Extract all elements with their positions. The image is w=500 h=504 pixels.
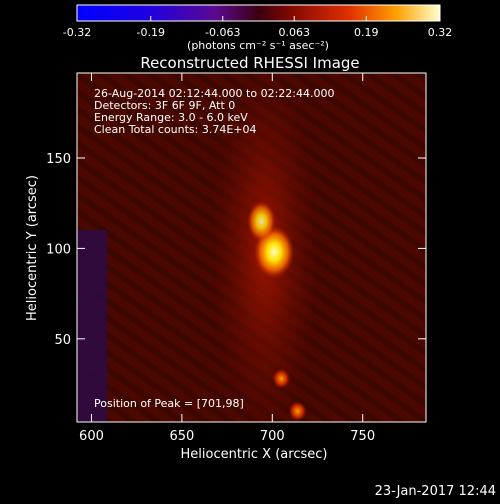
x-axis: 600 650 700 750 <box>79 73 375 444</box>
info-block: 26-Aug-2014 02:12:44.000 to 02:22:44.000… <box>94 87 335 136</box>
colorbar <box>76 4 441 22</box>
emission-features <box>247 201 307 422</box>
info-line: Clean Total counts: 3.74E+04 <box>94 123 257 136</box>
colorbar-units: (photons cm⁻² s⁻¹ asec⁻²) <box>187 39 329 52</box>
emission-source <box>272 368 291 389</box>
dark-edge-region <box>77 230 107 422</box>
colorbar-tick-label: 0.32 <box>428 26 453 39</box>
colorbar-tick-label: -0.19 <box>137 26 165 39</box>
peak-position-label: Position of Peak = [701,98] <box>94 397 244 410</box>
plot-frame <box>76 72 427 423</box>
x-tick-label: 750 <box>350 429 375 444</box>
x-axis-label: Heliocentric X (arcsec) <box>181 447 328 462</box>
y-axis-label: Heliocentric Y (arcsec) <box>25 175 40 321</box>
image-area <box>77 73 426 422</box>
y-tick-label: 100 <box>46 242 71 257</box>
colorbar-tick-label: -0.063 <box>205 26 240 39</box>
info-line: Energy Range: 3.0 - 6.0 keV <box>94 111 248 124</box>
colorbar-tick-label: 0.19 <box>354 26 379 39</box>
colorbar-tick-label: -0.32 <box>63 26 91 39</box>
x-tick-label: 600 <box>79 429 104 444</box>
timestamp: 23-Jan-2017 12:44 <box>375 484 496 499</box>
colorbar-tick-label: 0.063 <box>278 26 310 39</box>
info-line: 26-Aug-2014 02:12:44.000 to 02:22:44.000 <box>94 87 335 100</box>
x-tick-label: 700 <box>260 429 285 444</box>
info-line: Detectors: 3F 6F 9F, Att 0 <box>94 99 235 112</box>
x-tick-label: 650 <box>169 429 194 444</box>
emission-source <box>247 201 276 242</box>
y-tick-label: 50 <box>54 333 71 348</box>
y-axis: 50 100 150 <box>46 152 426 348</box>
chart-title: Reconstructed RHESSI Image <box>140 54 359 72</box>
colorbar-ticks: -0.32 -0.19 -0.063 0.063 0.19 0.32 <box>63 16 452 39</box>
emission-source <box>288 401 307 422</box>
y-tick-label: 150 <box>46 152 71 167</box>
